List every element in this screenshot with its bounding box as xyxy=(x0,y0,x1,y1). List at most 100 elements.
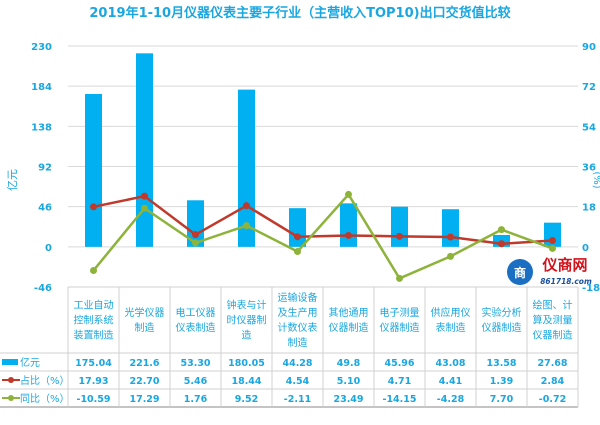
data-label: 18.44 xyxy=(231,376,261,387)
site-logo: 商 仪商网 861718.com xyxy=(507,256,592,286)
data-label: 1.76 xyxy=(184,394,208,405)
data-label: 5.10 xyxy=(337,376,361,387)
y2-axis-label: (%) xyxy=(591,171,600,188)
legend-bar-icon xyxy=(2,359,18,365)
data-point xyxy=(549,244,556,252)
bar xyxy=(85,93,102,247)
category-label: 时仪器制 xyxy=(227,314,267,327)
svg-text:仪商网: 仪商网 xyxy=(541,256,587,274)
category-label: 仪器制造 xyxy=(380,321,420,334)
data-label: 17.93 xyxy=(78,376,108,387)
bar xyxy=(391,206,408,247)
svg-text:861718.com: 861718.com xyxy=(540,277,592,286)
category-label: 光学仪器 xyxy=(125,306,165,319)
y-tick-label: 92 xyxy=(38,163,52,174)
legend-marker-icon xyxy=(8,377,14,383)
data-label: 2.84 xyxy=(541,376,565,387)
data-label: 221.6 xyxy=(129,358,159,369)
y2-tick-label: 0 xyxy=(582,243,589,254)
data-point xyxy=(192,239,199,247)
category-label: 其他通用 xyxy=(329,306,369,319)
category-label: 表制造 xyxy=(436,321,466,334)
series-line xyxy=(92,192,553,280)
y2-tick-label: -18 xyxy=(582,283,600,294)
legend-label: 占比（%） xyxy=(20,374,70,387)
data-label: 53.30 xyxy=(180,358,210,369)
bar xyxy=(442,209,459,247)
category-label: 及生产用 xyxy=(278,306,318,319)
data-point xyxy=(447,233,454,241)
category-label: 供应用仪 xyxy=(431,306,471,319)
data-label: 45.96 xyxy=(384,358,414,369)
category-label: 钟表与计 xyxy=(227,299,267,312)
category-label: 控制系统 xyxy=(74,314,114,327)
data-point xyxy=(243,202,250,210)
data-label: -2.11 xyxy=(284,394,311,405)
category-label: 仪器制造 xyxy=(482,321,522,334)
y-tick-label: 46 xyxy=(38,203,52,214)
data-point xyxy=(294,233,301,241)
category-label: 仪表制造 xyxy=(176,321,216,334)
data-point xyxy=(498,226,505,234)
category-label: 电工仪器 xyxy=(176,306,216,319)
data-label: 4.41 xyxy=(439,376,462,387)
bar xyxy=(289,208,306,247)
y2-tick-label: 18 xyxy=(582,203,596,214)
category-label: 装置制造 xyxy=(74,329,114,342)
series-line xyxy=(93,194,553,245)
data-label: -14.15 xyxy=(383,394,417,405)
category-label: 绘图、计 xyxy=(533,299,573,312)
data-label: 7.70 xyxy=(490,394,514,405)
legend-marker-icon xyxy=(8,395,14,401)
data-point xyxy=(396,232,403,240)
category-label: 电子测量 xyxy=(380,306,420,319)
y-tick-label: 184 xyxy=(31,82,52,93)
category-label: 实验分析 xyxy=(482,306,522,319)
data-label: 4.71 xyxy=(388,376,411,387)
data-label: 17.29 xyxy=(129,394,159,405)
bar xyxy=(340,203,357,247)
category-label: 计数仪表 xyxy=(278,321,318,334)
data-label: 180.05 xyxy=(228,358,265,369)
category-label: 仪器制造 xyxy=(329,321,369,334)
data-point xyxy=(141,192,148,200)
data-label: 13.58 xyxy=(486,358,516,369)
data-label: -4.28 xyxy=(437,394,465,405)
data-label: 9.52 xyxy=(235,394,258,405)
data-label: -0.72 xyxy=(539,394,566,405)
category-label: 制造 xyxy=(135,321,155,334)
data-label: 175.04 xyxy=(75,358,112,369)
y2-tick-label: 72 xyxy=(582,82,596,93)
bar xyxy=(136,53,153,247)
data-label: 5.46 xyxy=(184,376,208,387)
data-label: 43.08 xyxy=(435,358,465,369)
data-label: 22.70 xyxy=(129,376,159,387)
y2-tick-label: 54 xyxy=(582,122,596,133)
y-tick-label: 138 xyxy=(31,122,52,133)
data-point xyxy=(396,274,403,282)
category-label: 造 xyxy=(242,329,252,342)
category-label: 工业自动 xyxy=(74,299,114,312)
data-point xyxy=(141,204,148,212)
y2-tick-label: 36 xyxy=(582,163,596,174)
bar xyxy=(187,200,204,247)
data-label: -10.59 xyxy=(77,394,111,405)
data-point xyxy=(90,203,97,211)
data-point xyxy=(90,266,97,274)
category-label: 算及测量 xyxy=(533,314,573,327)
data-point xyxy=(447,252,454,260)
data-point xyxy=(498,240,505,248)
data-label: 44.28 xyxy=(282,358,312,369)
y-axis-label: 亿元 xyxy=(6,169,19,191)
data-label: 4.54 xyxy=(286,376,310,387)
y2-tick-label: 90 xyxy=(582,42,596,53)
data-label: 1.39 xyxy=(490,376,513,387)
data-point xyxy=(294,248,301,256)
category-label: 仪器制造 xyxy=(533,329,573,342)
data-point xyxy=(243,222,250,230)
category-label: 运输设备 xyxy=(278,291,318,304)
legend-label: 同比（%） xyxy=(20,393,70,405)
svg-text:商: 商 xyxy=(514,265,526,280)
data-label: 27.68 xyxy=(537,358,567,369)
